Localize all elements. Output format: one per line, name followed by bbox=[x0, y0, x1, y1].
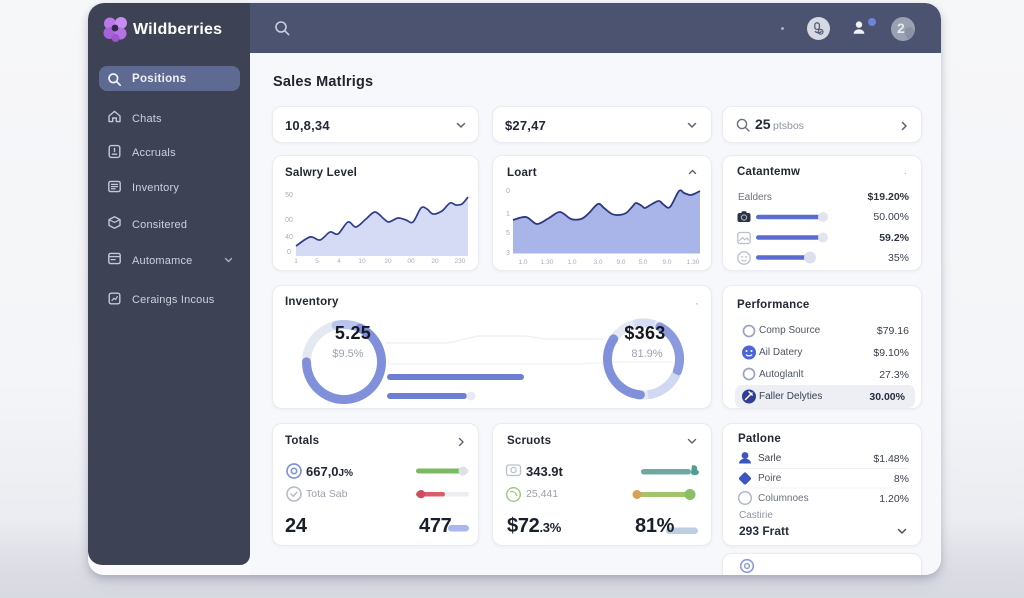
svg-text:9.0: 9.0 bbox=[662, 259, 671, 266]
svg-text:1: 1 bbox=[506, 211, 510, 218]
svg-text:10: 10 bbox=[358, 258, 366, 265]
svg-text:20: 20 bbox=[384, 258, 392, 265]
svg-text:0: 0 bbox=[506, 188, 510, 195]
svg-text:5.0: 5.0 bbox=[638, 259, 647, 266]
svg-text:1.0: 1.0 bbox=[567, 259, 576, 266]
svg-text:5: 5 bbox=[506, 230, 510, 237]
svg-text:3.0: 3.0 bbox=[593, 259, 602, 266]
svg-text:3: 3 bbox=[506, 250, 510, 257]
svg-text:1: 1 bbox=[294, 258, 298, 265]
svg-text:230: 230 bbox=[455, 258, 466, 265]
svg-text:00: 00 bbox=[407, 258, 415, 265]
svg-text:40: 40 bbox=[285, 234, 293, 241]
svg-text:1.30: 1.30 bbox=[687, 259, 700, 266]
svg-text:5: 5 bbox=[315, 258, 319, 265]
svg-text:0: 0 bbox=[287, 249, 291, 256]
svg-text:4: 4 bbox=[337, 258, 341, 265]
svg-text:9.0: 9.0 bbox=[616, 259, 625, 266]
svg-text:50: 50 bbox=[285, 192, 293, 199]
svg-text:1.30: 1.30 bbox=[541, 259, 554, 266]
svg-text:00: 00 bbox=[285, 217, 293, 224]
svg-text:20: 20 bbox=[431, 258, 439, 265]
svg-text:1.0: 1.0 bbox=[518, 259, 527, 266]
